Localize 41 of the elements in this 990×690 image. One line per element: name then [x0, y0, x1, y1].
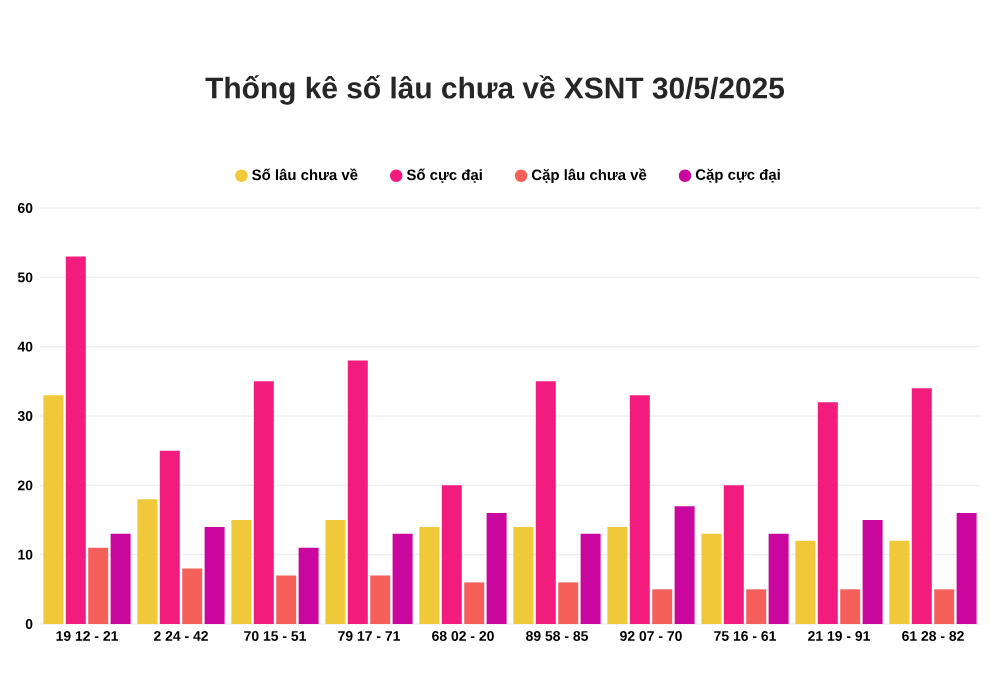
- bar: [580, 533, 601, 624]
- bar: [370, 575, 391, 624]
- bar: [137, 499, 158, 624]
- bar: [182, 568, 203, 624]
- bar: [159, 450, 180, 624]
- bar: [862, 520, 883, 624]
- bar: [535, 381, 556, 624]
- bar: [419, 526, 440, 624]
- bar: [889, 540, 910, 624]
- bar: [43, 395, 64, 624]
- bar: [768, 533, 789, 624]
- bar: [110, 533, 131, 624]
- bar: [347, 360, 368, 624]
- bar: [441, 485, 462, 624]
- bar: [204, 526, 225, 624]
- bar: [65, 256, 86, 624]
- bar: [629, 395, 650, 624]
- bar: [392, 533, 413, 624]
- bar: [88, 547, 109, 624]
- bar: [723, 485, 744, 624]
- bar: [674, 506, 695, 624]
- bar: [817, 402, 838, 624]
- bar: [652, 589, 673, 624]
- bar: [298, 547, 319, 624]
- bar: [231, 520, 252, 624]
- bar: [840, 589, 861, 624]
- chart-title: Thống kê số lâu chưa về XSNT 30/5/2025: [205, 75, 785, 105]
- bar: [746, 589, 767, 624]
- bar: [607, 526, 628, 624]
- bar: [253, 381, 274, 624]
- bar: [956, 513, 977, 624]
- bar: [325, 520, 346, 624]
- bar: [934, 589, 955, 624]
- bar: [911, 388, 932, 624]
- bar: [464, 582, 485, 624]
- bar: [276, 575, 297, 624]
- bar: [558, 582, 579, 624]
- bar: [795, 540, 816, 624]
- bar: [513, 526, 534, 624]
- bar: [486, 513, 507, 624]
- bar: [701, 533, 722, 624]
